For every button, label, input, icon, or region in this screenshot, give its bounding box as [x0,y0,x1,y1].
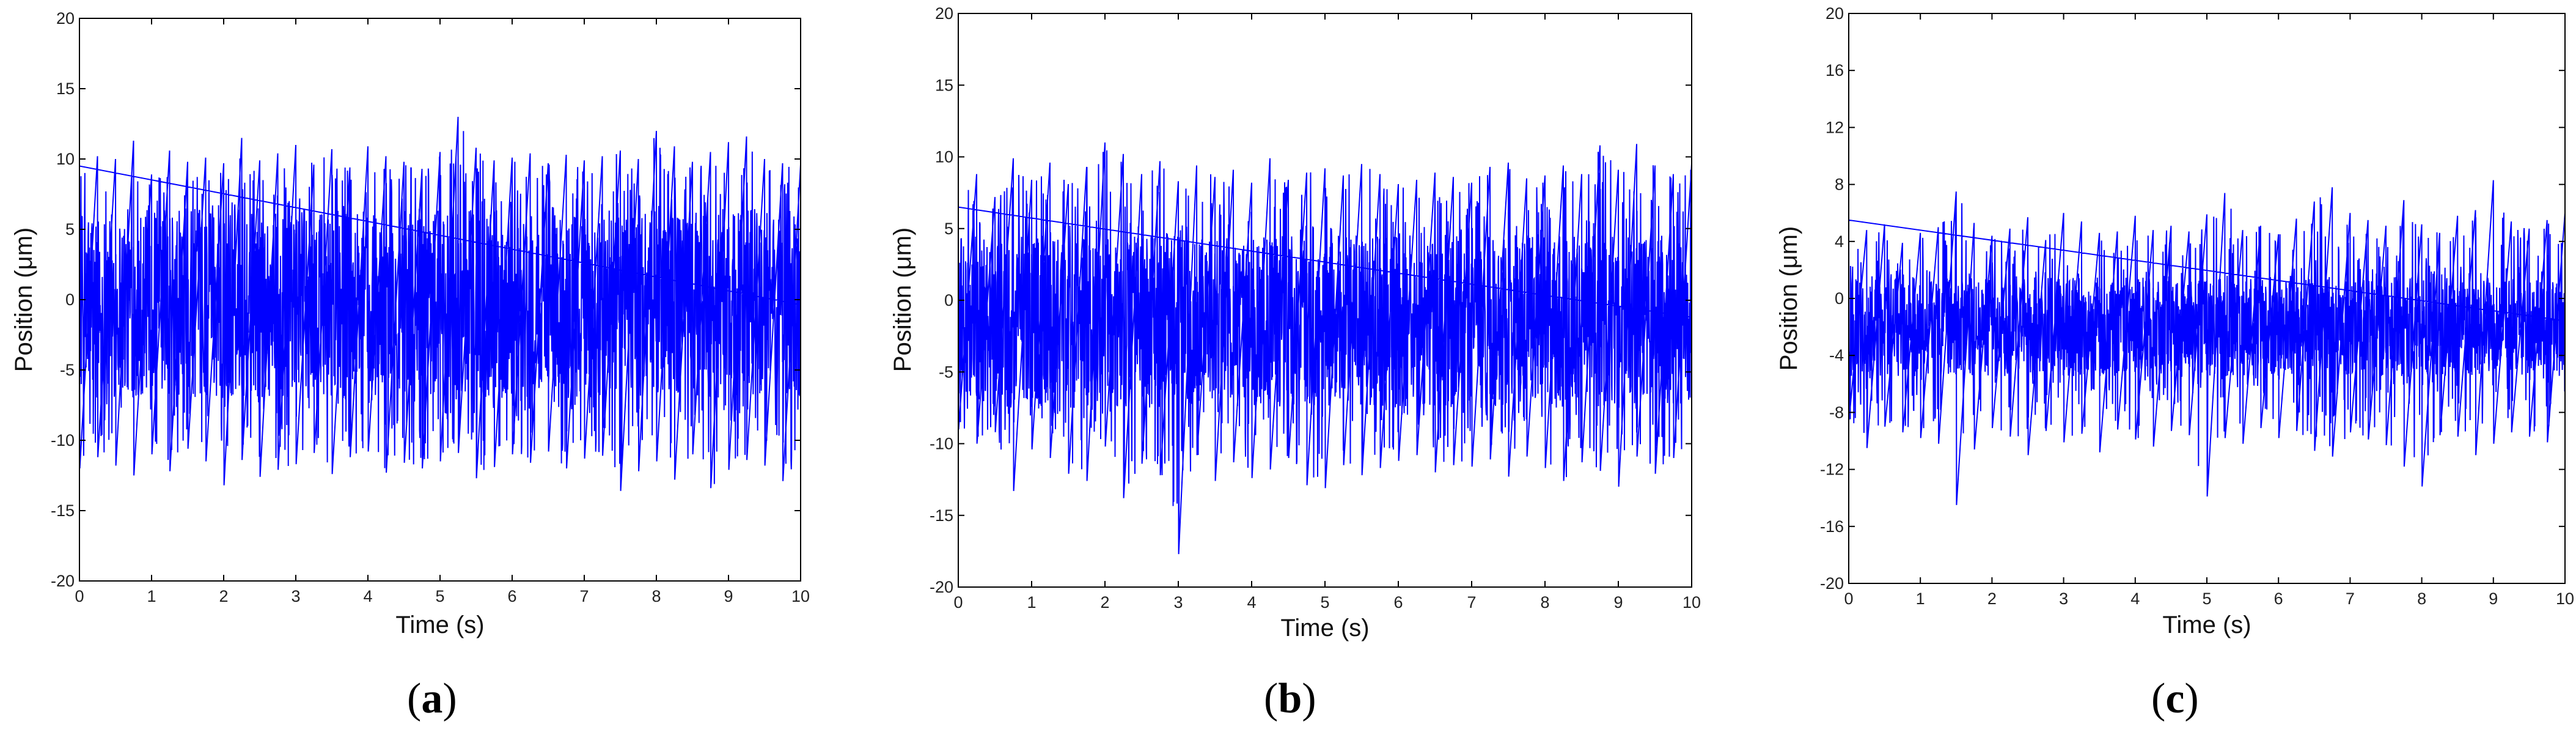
y-axis-label-a: Position (μm) [10,227,37,372]
x-tick-label: 2 [219,587,228,605]
x-tick-label: 3 [291,587,300,605]
x-tick-label: 5 [435,587,444,605]
y-tick-label: -20 [1820,574,1844,593]
y-tick-label: 5 [944,220,953,238]
y-tick-label: 20 [1826,4,1844,23]
y-tick-label: -16 [1820,517,1844,536]
x-ticks-b: 0 1 2 3 4 5 6 7 8 9 10 [953,13,1701,612]
y-axis-label-c: Position (μm) [1775,226,1802,371]
series-trace [79,116,801,491]
y-tick-label: -20 [930,578,953,596]
x-tick-label: 10 [1682,593,1701,612]
x-tick-label: 4 [2130,590,2140,608]
x-tick-label: 7 [579,587,589,605]
x-tick-label: 3 [2059,590,2068,608]
y-tick-label: 8 [1835,176,1844,194]
y-ticks-b: -20 -15 -10 -5 0 5 10 15 20 [930,4,1692,596]
x-tick-label: 5 [1320,593,1329,612]
y-tick-label: 16 [1826,61,1844,79]
y-tick-label: 4 [1835,232,1844,251]
series-trace [958,142,1692,555]
y-tick-label: 0 [1835,289,1844,308]
panel-label-a: (a) [407,675,457,722]
x-tick-label: 8 [651,587,661,605]
y-tick-label: 10 [56,150,75,168]
x-ticks-a: 0 1 2 3 4 5 6 7 8 9 10 [75,18,810,605]
y-tick-label: -5 [939,363,953,381]
x-axis-label-c: Time (s) [2162,612,2251,638]
panel-label-b: (b) [1264,675,1316,722]
y-tick-label: 5 [65,220,75,238]
y-tick-label: -10 [930,435,953,453]
y-ticks-a: -20 -15 -10 -5 0 5 10 15 20 [51,9,801,590]
y-tick-label: 10 [935,148,953,166]
x-tick-label: 8 [2417,590,2426,608]
y-tick-label: -20 [51,572,75,590]
x-tick-label: 10 [2556,590,2574,608]
y-tick-label: 20 [56,9,75,28]
x-tick-label: 0 [953,593,963,612]
y-tick-label: -15 [51,501,75,520]
y-tick-label: 0 [944,291,953,309]
x-tick-label: 9 [2489,590,2498,608]
x-tick-label: 1 [1027,593,1036,612]
x-tick-label: 3 [1173,593,1183,612]
y-tick-label: 12 [1826,118,1844,136]
x-tick-label: 10 [791,587,810,605]
chart-panel-b: 0 1 2 3 4 5 6 7 8 9 10 -20 -15 -10 -5 0 5 10 15 20 Time (s… [889,4,1701,722]
x-tick-label: 7 [2346,590,2355,608]
y-tick-label: -15 [930,506,953,525]
y-tick-label: -8 [1829,403,1844,421]
y-axis-label-b: Position (μm) [889,227,916,372]
y-tick-label: -12 [1820,460,1844,479]
y-ticks-c: -20 -16 -12 -8 -4 0 4 8 12 16 20 [1820,4,2565,593]
x-ticks-c: 0 1 2 3 4 5 6 7 8 9 10 [1844,13,2574,608]
plot-area-c [1849,180,2565,505]
y-tick-label: -4 [1829,346,1844,364]
y-tick-label: -5 [60,361,75,379]
x-tick-label: 1 [147,587,156,605]
x-tick-label: 2 [1100,593,1109,612]
y-tick-label: 15 [935,76,953,94]
y-tick-label: -10 [51,431,75,449]
y-tick-label: 15 [56,79,75,98]
x-axis-label-b: Time (s) [1280,615,1369,641]
x-tick-label: 9 [1613,593,1623,612]
panel-label-c: (c) [2151,675,2199,722]
x-tick-label: 1 [1916,590,1925,608]
x-axis-label-a: Time (s) [395,612,484,638]
x-tick-label: 4 [363,587,372,605]
x-tick-label: 6 [2274,590,2283,608]
y-tick-label: 20 [935,4,953,23]
x-tick-label: 9 [724,587,733,605]
x-tick-label: 6 [1393,593,1403,612]
series-trace [1849,180,2565,505]
x-tick-label: 2 [1987,590,1997,608]
x-tick-label: 7 [1467,593,1476,612]
plot-area-a [79,116,801,491]
x-tick-label: 6 [507,587,516,605]
x-tick-label: 0 [75,587,84,605]
y-tick-label: 0 [65,290,75,309]
x-tick-label: 4 [1247,593,1256,612]
x-tick-label: 8 [1540,593,1549,612]
x-tick-label: 5 [2202,590,2211,608]
x-tick-label: 0 [1844,590,1853,608]
plot-area-b [958,142,1692,555]
chart-panel-a: 0 1 2 3 4 5 6 7 8 9 10 -20 -15 -10 -5 0 5 10 15 20 Time (s… [10,9,810,722]
